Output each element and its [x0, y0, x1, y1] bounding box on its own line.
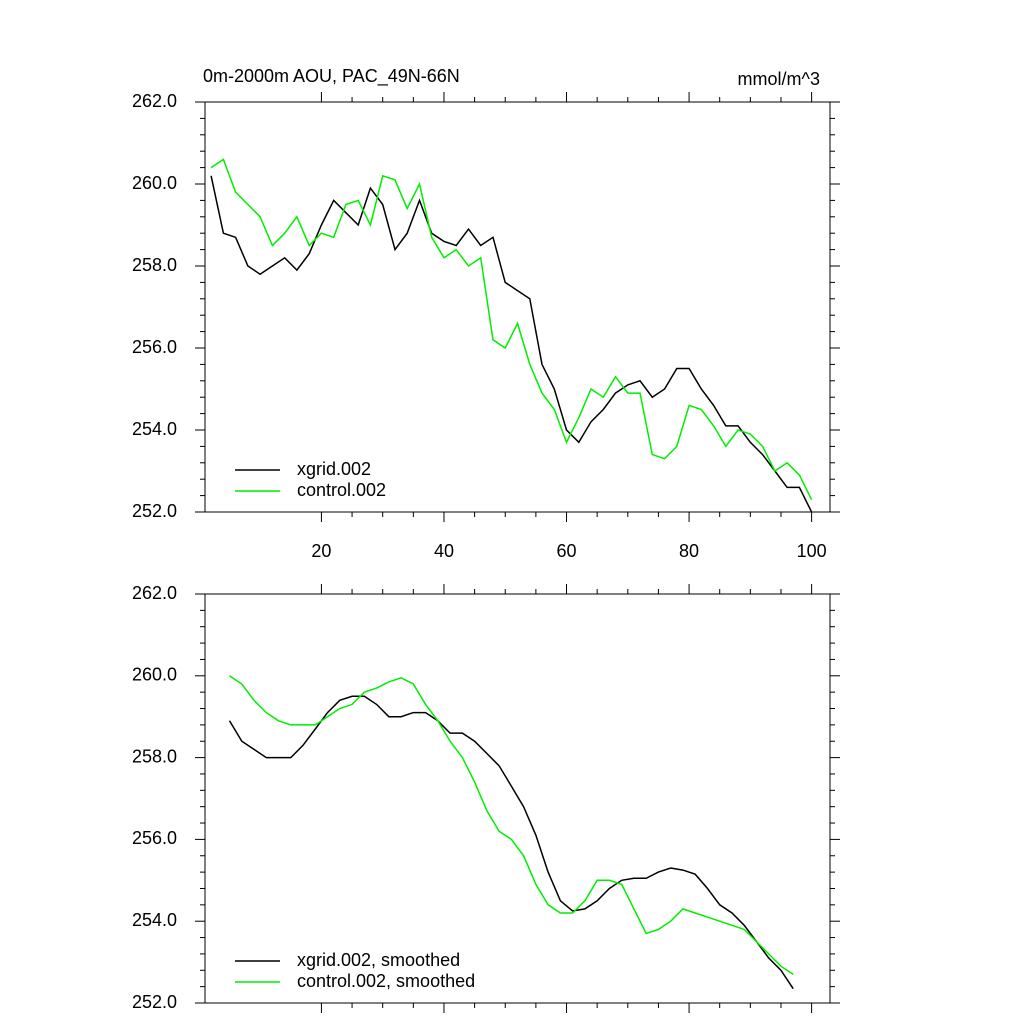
y-tick-label: 260.0	[132, 173, 177, 193]
y-tick-label: 258.0	[132, 746, 177, 766]
y-tick-label: 254.0	[132, 419, 177, 439]
chart-title: 0m-2000m AOU, PAC_49N-66N	[203, 66, 460, 87]
x-tick-label: 60	[557, 541, 577, 561]
data-line	[228, 695, 794, 990]
y-tick-label: 252.0	[132, 992, 177, 1012]
x-tick-label: 20	[311, 541, 331, 561]
data-line	[210, 175, 813, 513]
y-tick-label: 256.0	[132, 337, 177, 357]
legend-label: xgrid.002	[297, 459, 371, 479]
x-tick-label: 40	[434, 541, 454, 561]
y-tick-label: 262.0	[132, 91, 177, 111]
y-tick-label: 256.0	[132, 828, 177, 848]
legend-label: control.002, smoothed	[297, 971, 475, 991]
legend-label: xgrid.002, smoothed	[297, 950, 460, 970]
plot-frame	[204, 593, 831, 1004]
data-line	[229, 675, 794, 976]
y-tick-label: 262.0	[132, 583, 177, 603]
units-label: mmol/m^3	[738, 69, 820, 89]
y-tick-label: 254.0	[132, 910, 177, 930]
x-tick-label: 80	[679, 541, 699, 561]
y-tick-label: 252.0	[132, 501, 177, 521]
legend-label: control.002	[297, 480, 386, 500]
y-tick-label: 260.0	[132, 665, 177, 685]
data-line	[210, 158, 813, 501]
y-tick-label: 258.0	[132, 255, 177, 275]
x-tick-label: 100	[797, 541, 827, 561]
plot-frame	[204, 101, 831, 513]
